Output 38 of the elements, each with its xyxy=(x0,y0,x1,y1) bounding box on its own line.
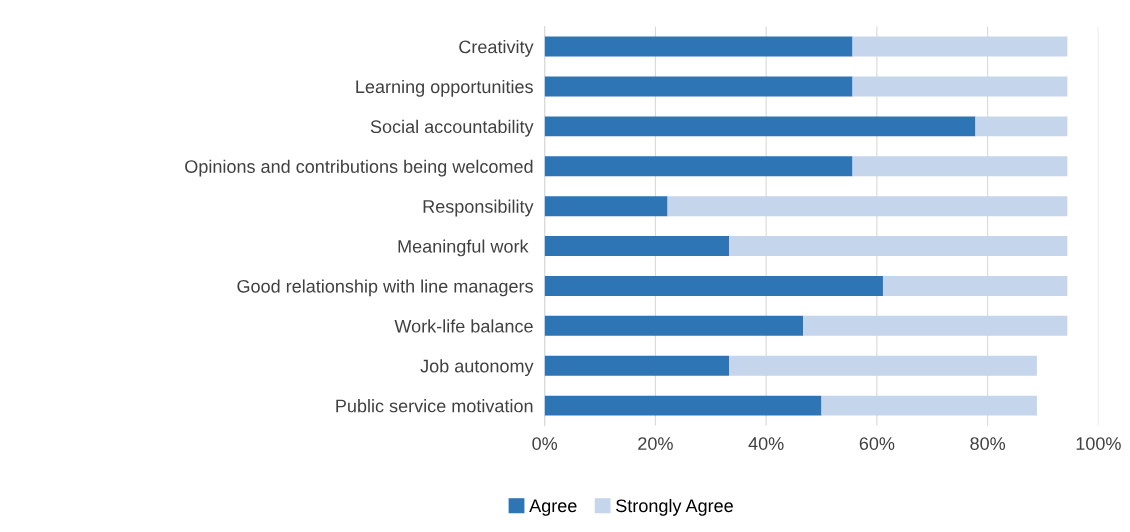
y-tick-label: Social accountability xyxy=(370,119,534,137)
bar xyxy=(544,315,804,336)
x-tick-label: 60% xyxy=(859,437,895,450)
y-tick-label: Job autonomy xyxy=(420,359,534,377)
y-tick-label: Good relationship with line managers xyxy=(237,279,533,297)
y-tick-label: Public service motivation xyxy=(336,399,533,413)
bar xyxy=(544,156,853,177)
bar xyxy=(544,36,853,57)
bar xyxy=(852,156,1068,177)
x-tick-label: 100% xyxy=(1076,437,1121,450)
bar xyxy=(667,196,1068,217)
x-tick-label: 20% xyxy=(638,437,673,450)
bar xyxy=(852,76,1068,97)
y-tick-label: Learning opportunities xyxy=(356,79,533,97)
y-tick-label: Creativity xyxy=(459,40,534,57)
bar xyxy=(821,395,1037,416)
bar xyxy=(544,355,730,376)
y-tick-label: Responsibility xyxy=(423,199,534,217)
bar xyxy=(975,116,1068,137)
bar xyxy=(803,315,1068,336)
legend-label: Strongly Agree xyxy=(616,498,733,516)
bar xyxy=(729,355,1037,376)
bar xyxy=(544,196,668,217)
bar xyxy=(544,395,822,416)
bar xyxy=(544,275,883,296)
legend-label: Agree xyxy=(529,499,577,516)
y-tick-label: Meaningful work xyxy=(398,239,529,257)
y-tick-label: Work-life balance xyxy=(394,319,533,333)
bar xyxy=(729,236,1068,257)
bar xyxy=(882,275,1068,296)
bar xyxy=(544,116,976,137)
x-tick-label: 80% xyxy=(970,437,1006,450)
x-tick-label: 0% xyxy=(532,437,558,450)
bar xyxy=(852,36,1068,57)
y-tick-label: Opinions and contributions being welcomed xyxy=(185,159,533,177)
x-tick-label: 40% xyxy=(748,437,784,450)
bar xyxy=(544,76,853,97)
bar xyxy=(544,236,730,257)
